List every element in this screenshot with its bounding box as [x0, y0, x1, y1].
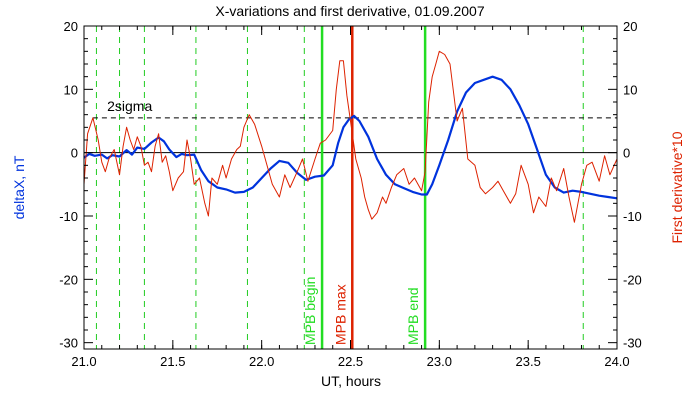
x-tick-label-6: 24.0 [604, 354, 629, 369]
x-tick-label-2: 22.0 [249, 354, 274, 369]
y-tick-label-left-0: 20 [64, 19, 78, 34]
threshold-label: 2sigma [107, 98, 152, 114]
event-marker-label-1: MPB max [332, 284, 348, 345]
event-marker-label-2: MPB end [405, 287, 421, 345]
y-axis-label-left: deltaX, nT [11, 155, 27, 219]
tick-layer: 21.0 21.5 22.0 22.5 23.0 23.5 24.0 20 20 10 10 0 0 -1… [59, 19, 642, 369]
y-tick-label-left-1: 10 [64, 82, 78, 97]
x-tick-label-0: 21.0 [71, 354, 96, 369]
y-tick-label-right-5: -30 [623, 336, 642, 351]
y-tick-label-right-2: 0 [623, 146, 630, 161]
x-tick-label-4: 23.0 [427, 354, 452, 369]
y-axis-label-right: First derivative*10 [669, 131, 685, 243]
x-tick-label-3: 22.5 [338, 354, 363, 369]
y-tick-label-right-0: 20 [623, 19, 637, 34]
y-tick-label-left-3: -10 [59, 209, 78, 224]
y-tick-label-left-5: -30 [59, 336, 78, 351]
y-tick-label-right-4: -20 [623, 272, 642, 287]
x-axis-label: UT, hours [321, 373, 381, 389]
series-line-deltaX [83, 75, 618, 200]
chart-title: X-variations and first derivative, 01.09… [215, 3, 484, 19]
plot-frame [83, 25, 618, 350]
y-tick-label-right-3: -10 [623, 209, 642, 224]
x-tick-label-5: 23.5 [516, 354, 541, 369]
y-tick-label-right-1: 10 [623, 82, 637, 97]
event-marker-label-0: MPB begin [302, 277, 318, 345]
plot-border [83, 25, 618, 350]
series-line-derivative [83, 50, 618, 223]
x-tick-label-1: 21.5 [160, 354, 185, 369]
marker-layer: MPB begin MPB max MPB end [84, 26, 617, 349]
y-tick-label-left-2: 0 [71, 146, 78, 161]
y-tick-label-left-4: -20 [59, 272, 78, 287]
line-layer [83, 50, 618, 223]
